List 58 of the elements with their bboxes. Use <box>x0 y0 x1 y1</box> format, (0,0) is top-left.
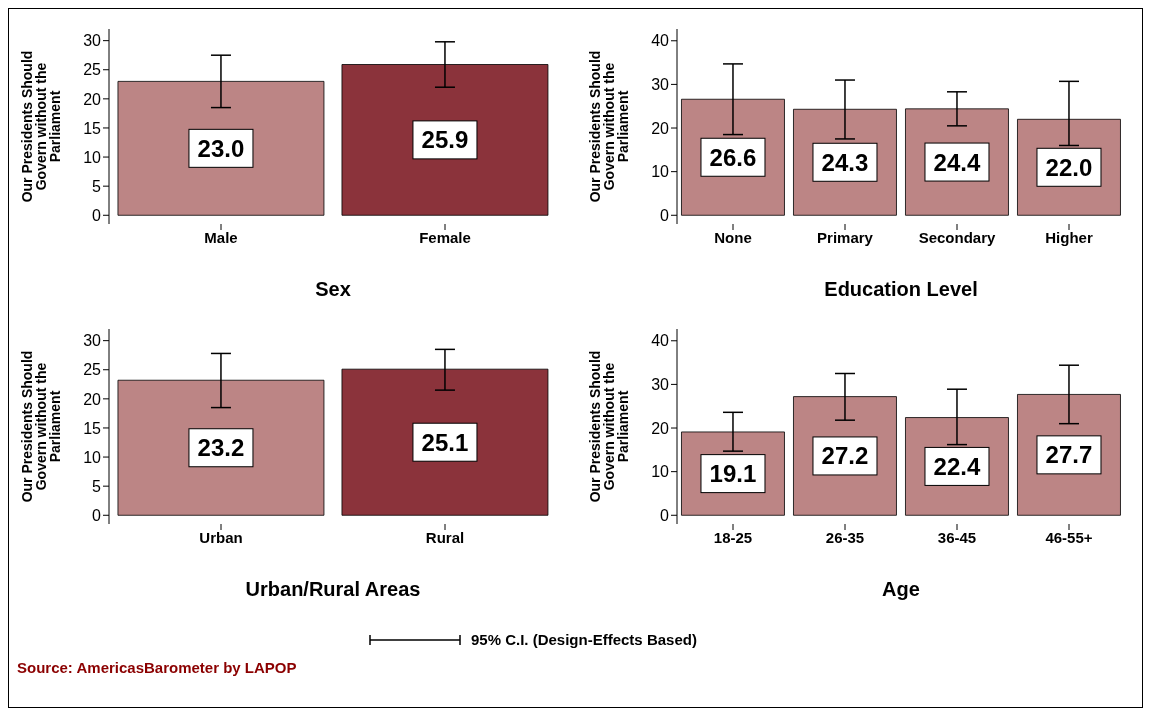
data-label: 24.3 <box>821 148 869 176</box>
data-label: 22.0 <box>1045 153 1093 181</box>
y-tick-label: 40 <box>651 32 670 50</box>
x-axis-title: Education Level <box>824 278 978 300</box>
y-tick-label: 0 <box>660 506 670 524</box>
data-label: 24.4 <box>933 148 981 176</box>
y-tick-label: 30 <box>651 76 670 94</box>
y-tick-label: 30 <box>83 32 102 50</box>
x-tick-label: Primary <box>817 228 874 246</box>
y-tick-label: 15 <box>83 419 102 437</box>
x-tick-label: Rural <box>425 528 465 546</box>
x-tick-label: Urban <box>199 528 243 546</box>
x-tick-label: 46-55+ <box>1045 528 1093 546</box>
x-tick-label: Higher <box>1045 228 1093 246</box>
y-tick-label: 20 <box>83 390 102 408</box>
x-tick-label: Male <box>204 228 238 246</box>
y-tick-label: 10 <box>83 148 102 166</box>
y-tick-label: 20 <box>83 90 102 108</box>
x-tick-label: 18-25 <box>713 528 753 546</box>
y-tick-label: 25 <box>83 61 102 79</box>
y-tick-label: 30 <box>651 376 670 394</box>
source-note: Source: AmericasBarometer by LAPOP <box>17 659 297 676</box>
data-label: 27.7 <box>1045 441 1093 469</box>
data-label: 26.6 <box>709 143 757 171</box>
x-tick-label: None <box>714 228 752 246</box>
y-tick-label: 10 <box>651 163 670 181</box>
x-axis-title: Sex <box>315 278 351 300</box>
text: 95% C.I. (Design-Effects Based) <box>471 631 697 648</box>
y-tick-label: 0 <box>660 206 670 224</box>
data-label: 23.2 <box>197 434 245 462</box>
y-tick-label: 20 <box>651 119 670 137</box>
y-tick-label: 10 <box>83 448 102 466</box>
y-tick-label: 5 <box>92 177 102 195</box>
data-label: 22.4 <box>933 452 981 480</box>
x-axis-title: Urban/Rural Areas <box>245 578 421 600</box>
y-tick-label: 15 <box>83 119 102 137</box>
y-axis-title: Our Presidents Should Govern without the Parliament <box>587 50 631 203</box>
y-tick-label: 0 <box>92 506 102 524</box>
data-label: 23.0 <box>197 134 245 162</box>
y-tick-label: 25 <box>83 361 102 379</box>
y-tick-label: 5 <box>92 477 102 495</box>
data-label: 25.9 <box>421 126 469 154</box>
y-tick-label: 0 <box>92 206 102 224</box>
y-tick-label: 40 <box>651 332 670 350</box>
data-label: 19.1 <box>709 460 757 488</box>
y-axis-title: Our Presidents Should Govern without the Parliament <box>19 350 63 503</box>
y-axis-title: Our Presidents Should Govern without the Parliament <box>587 350 631 503</box>
x-tick-label: Secondary <box>918 228 997 246</box>
y-tick-label: 10 <box>651 463 670 481</box>
x-tick-label: Female <box>419 228 471 246</box>
x-tick-label: 26-35 <box>825 528 865 546</box>
data-label: 25.1 <box>421 428 469 456</box>
data-label: 27.2 <box>821 442 869 470</box>
y-tick-label: 20 <box>651 419 670 437</box>
y-tick-label: 30 <box>83 332 102 350</box>
x-axis-title: Age <box>882 578 920 600</box>
x-tick-label: 36-45 <box>937 528 977 546</box>
y-axis-title: Our Presidents Should Govern without the Parliament <box>19 50 63 203</box>
